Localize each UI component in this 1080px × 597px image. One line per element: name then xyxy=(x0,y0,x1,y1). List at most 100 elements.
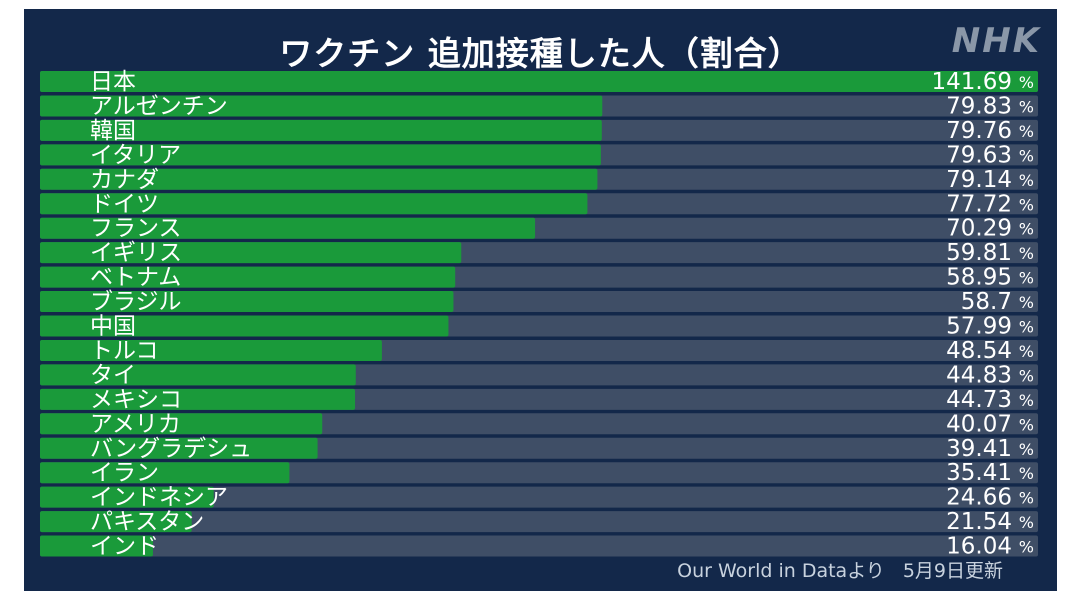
value-label: 35.41 xyxy=(946,460,1012,486)
category-label: バングラデシュ xyxy=(90,436,252,462)
value-label: 58.7 xyxy=(961,289,1012,315)
bar-row: フランス 70.29% xyxy=(40,216,1038,242)
bar-row: メキシコ 44.73% xyxy=(40,387,1038,413)
percent-unit: % xyxy=(1019,342,1034,361)
bar-row: カナダ 79.14% xyxy=(40,167,1038,193)
bar-track xyxy=(40,535,1038,557)
category-label: ベトナム xyxy=(90,265,181,291)
category-label: アメリカ xyxy=(90,411,181,437)
bar-row: パキスタン 21.54% xyxy=(40,509,1038,535)
chart-title: ワクチン 追加接種した人（割合） xyxy=(279,34,802,73)
bar xyxy=(40,193,588,215)
value-label: 48.54 xyxy=(946,338,1012,364)
bar xyxy=(40,364,356,386)
update-date: 5月9日更新 xyxy=(902,560,1003,582)
category-label: イギリス xyxy=(90,240,182,266)
value-label: 77.72 xyxy=(946,191,1012,217)
category-label: アルゼンチン xyxy=(90,93,228,119)
bar xyxy=(40,95,603,117)
bar xyxy=(40,144,601,166)
percent-unit: % xyxy=(1019,391,1034,410)
bar-row: インド 16.04% xyxy=(40,534,1038,560)
percent-unit: % xyxy=(1019,73,1034,92)
value-label: 16.04 xyxy=(946,534,1012,560)
bar xyxy=(40,388,356,410)
category-label: イタリア xyxy=(90,142,181,168)
percent-unit: % xyxy=(1019,269,1034,288)
value-label: 40.07 xyxy=(946,411,1012,437)
bar-row: 日本 141.69% xyxy=(40,69,1038,95)
bar xyxy=(40,217,536,239)
bar xyxy=(40,462,290,484)
category-label: カナダ xyxy=(90,167,159,193)
percent-unit: % xyxy=(1019,489,1034,508)
category-label: パキスタン xyxy=(90,509,204,535)
percent-unit: % xyxy=(1019,538,1034,557)
bar xyxy=(40,242,462,264)
category-label: イラン xyxy=(90,460,159,486)
bar-row: タイ 44.83% xyxy=(40,362,1038,388)
bar-row: ブラジル 58.7% xyxy=(40,289,1038,315)
bar-track xyxy=(40,462,1038,484)
category-label: 日本 xyxy=(90,69,136,95)
bar-row: イタリア 79.63% xyxy=(40,142,1038,168)
percent-unit: % xyxy=(1019,171,1034,190)
bar xyxy=(40,291,454,313)
bar xyxy=(40,486,214,508)
bar xyxy=(40,119,602,141)
value-label: 44.73 xyxy=(946,387,1012,413)
percent-unit: % xyxy=(1019,244,1034,263)
bar xyxy=(40,413,323,435)
bar-row: アメリカ 40.07% xyxy=(40,411,1038,437)
value-label: 79.83 xyxy=(946,93,1012,119)
category-label: 韓国 xyxy=(90,118,136,144)
category-label: 中国 xyxy=(90,314,136,340)
bar-row: ドイツ 77.72% xyxy=(40,191,1038,217)
bar-row: インドネシア 24.66% xyxy=(40,485,1038,511)
percent-unit: % xyxy=(1019,97,1034,116)
category-label: インドネシア xyxy=(90,485,228,511)
percent-unit: % xyxy=(1019,513,1034,532)
category-label: フランス xyxy=(90,216,182,242)
bar-row: 韓国 79.76% xyxy=(40,118,1038,144)
value-label: 79.63 xyxy=(946,142,1012,168)
value-label: 79.76 xyxy=(946,118,1012,144)
category-label: ドイツ xyxy=(90,191,159,217)
bar xyxy=(40,511,192,533)
bar xyxy=(40,315,449,337)
percent-unit: % xyxy=(1019,366,1034,385)
percent-unit: % xyxy=(1019,318,1034,337)
category-label: タイ xyxy=(90,362,136,388)
bar xyxy=(40,437,318,459)
category-label: インド xyxy=(90,534,159,560)
value-label: 141.69 xyxy=(932,69,1012,95)
percent-unit: % xyxy=(1019,122,1034,141)
bar-row: イギリス 59.81% xyxy=(40,240,1038,266)
source-note: Our World in Dataより 5月9日更新 xyxy=(659,556,1003,583)
bar xyxy=(40,266,456,288)
value-label: 79.14 xyxy=(946,167,1012,193)
value-label: 57.99 xyxy=(946,314,1012,340)
value-label: 44.83 xyxy=(946,362,1012,388)
bar-row: トルコ 48.54% xyxy=(40,338,1038,364)
category-label: メキシコ xyxy=(90,387,182,413)
value-label: 21.54 xyxy=(946,509,1012,535)
category-label: トルコ xyxy=(90,338,159,364)
chart-panel: ワクチン 追加接種した人（割合） NHK 日本 141.69% アルゼンチン 79.8… xyxy=(24,9,1057,591)
bar-row: バングラデシュ 39.41% xyxy=(40,436,1038,462)
bar-row: イラン 35.41% xyxy=(40,460,1038,486)
percent-unit: % xyxy=(1019,440,1034,459)
source-label: Our World in Dataより xyxy=(677,560,885,582)
bar-row: アルゼンチン 79.83% xyxy=(40,93,1038,119)
value-label: 70.29 xyxy=(946,216,1012,242)
percent-unit: % xyxy=(1019,146,1034,165)
value-label: 24.66 xyxy=(946,485,1012,511)
percent-unit: % xyxy=(1019,195,1034,214)
value-label: 58.95 xyxy=(946,265,1012,291)
bar xyxy=(40,535,153,557)
bar-track xyxy=(40,511,1038,533)
category-label: ブラジル xyxy=(90,289,182,315)
percent-unit: % xyxy=(1019,415,1034,434)
bar-row: 中国 57.99% xyxy=(40,314,1038,340)
bar xyxy=(40,339,382,361)
